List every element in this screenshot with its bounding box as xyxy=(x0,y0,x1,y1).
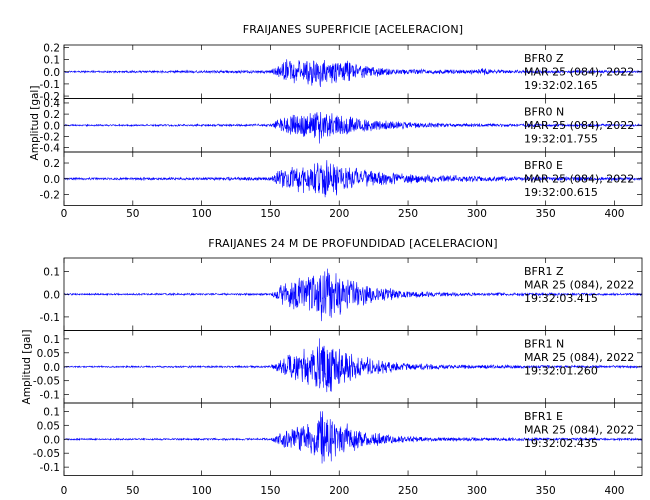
y-tick-label: -0.2 xyxy=(40,131,61,143)
x-tick-label: 100 xyxy=(192,208,212,220)
x-tick-label: 200 xyxy=(329,485,349,497)
y-tick-label: -0.1 xyxy=(40,462,61,474)
trace-annotation: BFR0 N xyxy=(524,106,564,119)
y-tick-label: 0.1 xyxy=(43,334,60,346)
x-tick-label: 350 xyxy=(536,485,556,497)
x-tick-label: 150 xyxy=(260,485,280,497)
trace-annotation: BFR1 E xyxy=(524,410,563,423)
y-tick-label: 0.1 xyxy=(43,267,60,279)
x-tick-label: 350 xyxy=(536,208,556,220)
waveform-line xyxy=(63,59,643,88)
y-tick-label: -0.1 xyxy=(40,312,61,324)
waveform-line xyxy=(63,112,643,144)
chart-group-1: FRAIJANES SUPERFICIE [ACELERACION] Amplit… xyxy=(29,23,643,220)
x-tick-label: 400 xyxy=(604,485,624,497)
trace-annotation: MAR 25 (084), 2022 xyxy=(524,424,634,437)
waveform-line xyxy=(63,268,643,322)
trace-annotation: 19:32:03.415 xyxy=(524,292,598,305)
x-tick-label: 200 xyxy=(329,208,349,220)
y-tick-label: 0.05 xyxy=(37,348,60,360)
y-tick-label: 0.0 xyxy=(43,67,60,79)
trace-annotation: 19:32:00.615 xyxy=(524,186,598,199)
y-tick-label: -0.05 xyxy=(33,448,60,460)
x-tick-label: 300 xyxy=(467,208,487,220)
chart-title: FRAIJANES SUPERFICIE [ACELERACION] xyxy=(243,23,464,36)
y-axis-label: Amplitud [gal] xyxy=(29,86,41,161)
trace-annotation: MAR 25 (084), 2022 xyxy=(524,279,634,292)
trace-annotation: BFR1 Z xyxy=(524,265,564,278)
y-tick-label: 0.0 xyxy=(43,174,60,186)
y-tick-label: 0.0 xyxy=(43,434,60,446)
x-tick-label: 50 xyxy=(126,485,139,497)
y-tick-label: -0.05 xyxy=(33,376,60,388)
trace-annotation: 19:32:02.435 xyxy=(524,437,598,450)
trace-annotation: BFR0 E xyxy=(524,159,563,172)
y-tick-label: 0.0 xyxy=(43,289,60,301)
waveform-line xyxy=(63,411,643,464)
y-tick-label: -0.4 xyxy=(40,143,61,155)
y-tick-label: 0.2 xyxy=(43,42,60,54)
y-tick-label: 0.1 xyxy=(43,406,60,418)
y-axis-label: Amplitud [gal] xyxy=(21,330,33,405)
trace-annotation: MAR 25 (084), 2022 xyxy=(524,119,634,132)
y-tick-label: -0.2 xyxy=(40,91,61,103)
x-tick-label: 0 xyxy=(61,485,68,497)
y-tick-label: 0.0 xyxy=(43,120,60,132)
y-tick-label: 0.2 xyxy=(43,109,60,121)
chart-group-2: FRAIJANES 24 M DE PROFUNDIDAD [ACELERACI… xyxy=(21,237,643,497)
x-tick-label: 100 xyxy=(192,485,212,497)
x-tick-label: 0 xyxy=(61,208,68,220)
y-tick-label: 0.1 xyxy=(43,55,60,67)
waveform-line xyxy=(63,160,643,198)
trace-annotation: 19:32:02.165 xyxy=(524,79,598,92)
x-tick-label: 150 xyxy=(260,208,280,220)
y-tick-label: 0.4 xyxy=(43,98,60,110)
trace-annotation: MAR 25 (084), 2022 xyxy=(524,66,634,79)
trace-annotation: MAR 25 (084), 2022 xyxy=(524,351,634,364)
trace-annotation: 19:32:01.755 xyxy=(524,133,598,146)
y-tick-label: 0.2 xyxy=(43,158,60,170)
chart-title: FRAIJANES 24 M DE PROFUNDIDAD [ACELERACI… xyxy=(208,237,498,250)
x-tick-label: 400 xyxy=(604,208,624,220)
y-tick-label: -0.1 xyxy=(40,390,61,402)
x-tick-label: 50 xyxy=(126,208,139,220)
x-tick-label: 250 xyxy=(398,208,418,220)
x-tick-label: 250 xyxy=(398,485,418,497)
trace-annotation: MAR 25 (084), 2022 xyxy=(524,173,634,186)
y-tick-label: -0.1 xyxy=(40,79,61,91)
y-tick-label: -0.2 xyxy=(40,189,61,201)
waveform-line xyxy=(63,338,643,393)
y-tick-label: 0.0 xyxy=(43,362,60,374)
trace-annotation: BFR1 N xyxy=(524,338,564,351)
y-tick-label: 0.05 xyxy=(37,420,60,432)
trace-annotation: BFR0 Z xyxy=(524,52,564,65)
x-tick-label: 300 xyxy=(467,485,487,497)
trace-annotation: 19:32:01.260 xyxy=(524,365,598,378)
